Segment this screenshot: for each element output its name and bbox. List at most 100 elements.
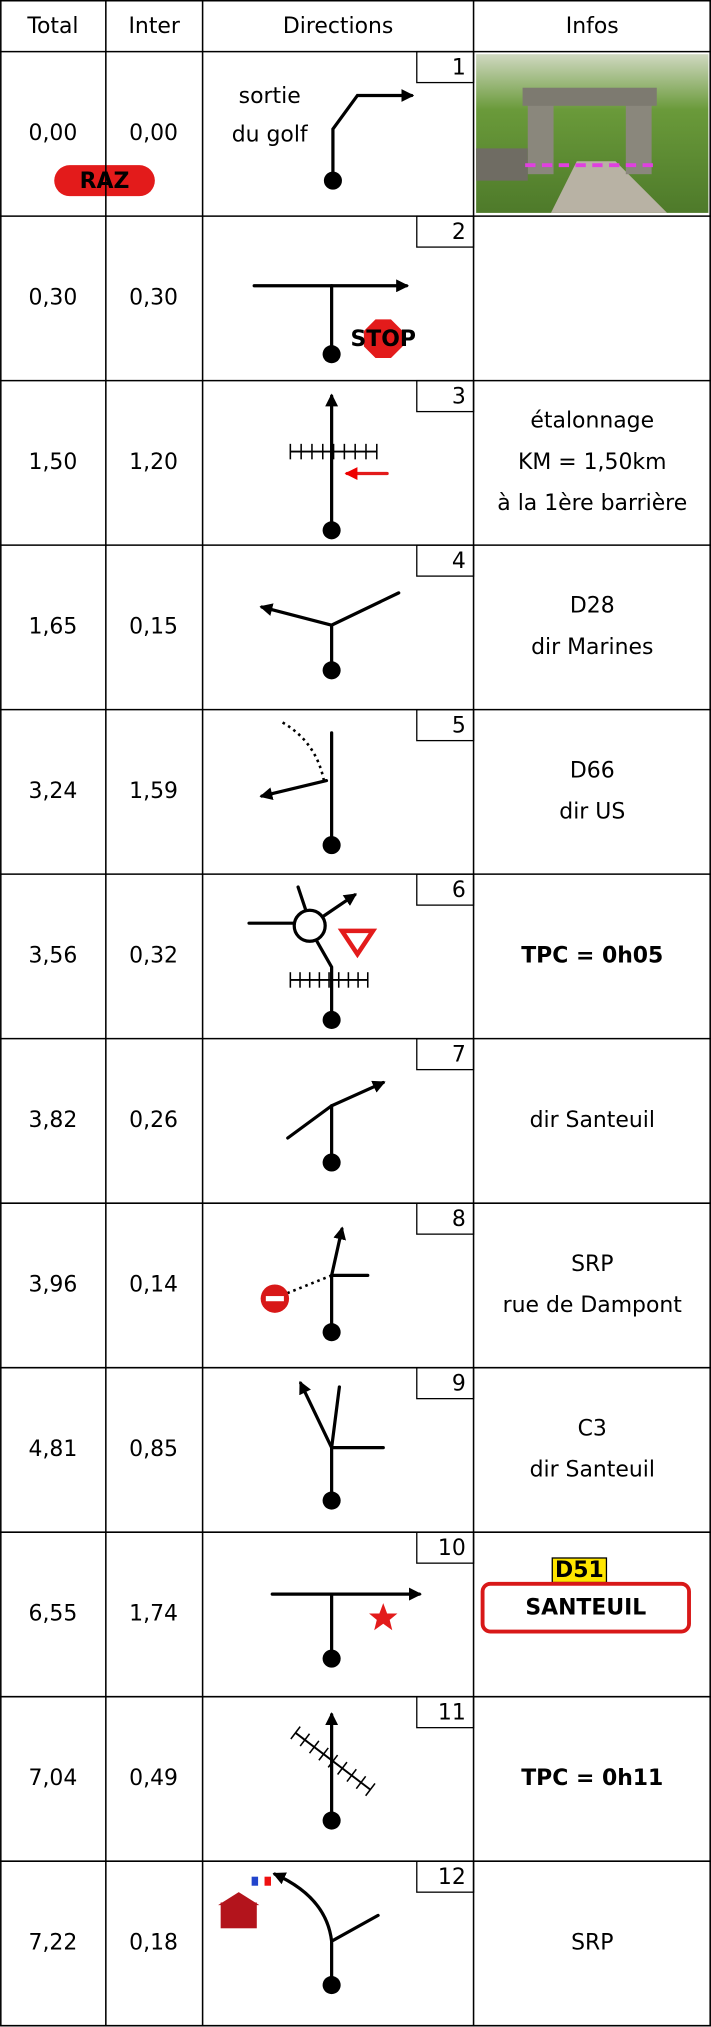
step-number: 11 — [438, 1700, 466, 1725]
track-tie — [366, 1783, 375, 1795]
gate-left — [528, 97, 554, 174]
start-dot — [324, 172, 342, 190]
road — [323, 895, 355, 917]
dotted-road — [283, 723, 324, 781]
raz-label: RAZ — [80, 169, 130, 194]
total: 7,22 — [29, 1930, 78, 1955]
info-text: SRP — [571, 1930, 613, 1955]
direction-diagram: 7 — [288, 1039, 474, 1172]
start-dot — [323, 1650, 341, 1668]
road — [333, 95, 412, 180]
step-number: 12 — [438, 1865, 466, 1890]
road — [332, 1229, 342, 1332]
town-name: SANTEUIL — [525, 1595, 646, 1620]
roundabout — [294, 910, 325, 941]
info-text: étalonnage — [530, 409, 654, 434]
start-dot — [323, 1492, 341, 1510]
header-cell: Infos — [566, 14, 619, 39]
start-dot — [323, 345, 341, 363]
start-dot — [323, 1323, 341, 1341]
inter: 0,32 — [129, 943, 178, 968]
track-tie — [310, 1741, 319, 1753]
header-cell: Directions — [283, 14, 393, 39]
step-number: 6 — [452, 878, 466, 903]
inter: 0,18 — [129, 1930, 178, 1955]
inter: 0,49 — [129, 1766, 178, 1791]
start-dot — [323, 521, 341, 539]
inter: 0,15 — [129, 614, 178, 639]
total: 3,56 — [29, 943, 78, 968]
no-entry-bar — [266, 1296, 284, 1301]
start-dot — [323, 661, 341, 679]
direction-diagram: 5 — [262, 710, 474, 855]
direction-diagram: 9 — [301, 1368, 474, 1510]
info-text: à la 1ère barrière — [497, 491, 687, 516]
total: 1,65 — [29, 614, 78, 639]
track-tie — [338, 1762, 347, 1774]
wall — [476, 148, 528, 180]
track-tie — [356, 1776, 365, 1788]
header-cell: Total — [26, 14, 78, 39]
direction-diagram: 11 — [291, 1697, 474, 1830]
total: 1,50 — [29, 450, 78, 475]
road — [332, 1387, 340, 1501]
step-number: 9 — [452, 1371, 466, 1396]
info-text: dir Santeuil — [530, 1458, 655, 1483]
direction-diagram: 10 — [272, 1532, 473, 1667]
inter: 0,00 — [129, 121, 178, 146]
yield-sign — [342, 931, 373, 954]
info-text: dir Marines — [531, 635, 653, 660]
info-text: KM = 1,50km — [518, 450, 666, 475]
step-number: 1 — [452, 55, 466, 80]
total: 0,30 — [29, 285, 78, 310]
museum — [221, 1902, 257, 1928]
gate-top — [523, 88, 657, 106]
inter: 1,59 — [129, 779, 178, 804]
start-dot — [323, 1976, 341, 1994]
info-text: D28 — [570, 594, 615, 619]
direction-diagram: 4 — [262, 545, 474, 679]
gate-right — [626, 97, 652, 174]
inter: 1,74 — [129, 1601, 178, 1626]
step-number: 7 — [452, 1042, 466, 1067]
flag-red — [265, 1877, 271, 1886]
start-dot — [323, 836, 341, 854]
info-text: C3 — [578, 1416, 607, 1441]
total: 4,81 — [29, 1437, 78, 1462]
track-tie — [319, 1748, 328, 1760]
direction-diagram: 6 — [249, 874, 474, 1029]
direction-diagram: 12 — [218, 1861, 473, 1994]
inter: 1,20 — [129, 450, 178, 475]
total: 6,55 — [29, 1601, 78, 1626]
step-number: 10 — [438, 1536, 466, 1561]
track-tie — [300, 1734, 309, 1746]
inter: 0,85 — [129, 1437, 178, 1462]
museum-roof — [218, 1892, 259, 1905]
header-cell: Inter — [128, 14, 180, 39]
road — [301, 1383, 332, 1448]
info-text: dir Santeuil — [530, 1108, 655, 1133]
total: 0,00 — [29, 121, 78, 146]
road-number: D51 — [555, 1558, 604, 1583]
direction-diagram: 3 — [290, 381, 473, 540]
start-dot — [323, 1011, 341, 1029]
track-tie — [347, 1769, 356, 1781]
road — [262, 781, 327, 796]
infos: D51 SANTEUIL — [483, 1558, 689, 1632]
total: 3,24 — [29, 779, 78, 804]
total: 7,04 — [29, 1766, 78, 1791]
step-number: 4 — [452, 549, 466, 574]
inter: 0,14 — [129, 1272, 178, 1297]
step-number: 8 — [452, 1207, 466, 1232]
roadbook: TotalInterDirectionsInfos0,000,00RAZ1sor… — [0, 0, 711, 2027]
inter: 0,26 — [129, 1108, 178, 1133]
direction-text: sortie — [239, 84, 301, 109]
road — [275, 1874, 332, 1941]
tpc: TPC = 0h05 — [521, 943, 663, 968]
direction-diagram: 8 — [261, 1203, 474, 1341]
info-text: SRP — [571, 1252, 613, 1277]
road — [298, 887, 306, 910]
info-text: dir US — [559, 800, 625, 825]
